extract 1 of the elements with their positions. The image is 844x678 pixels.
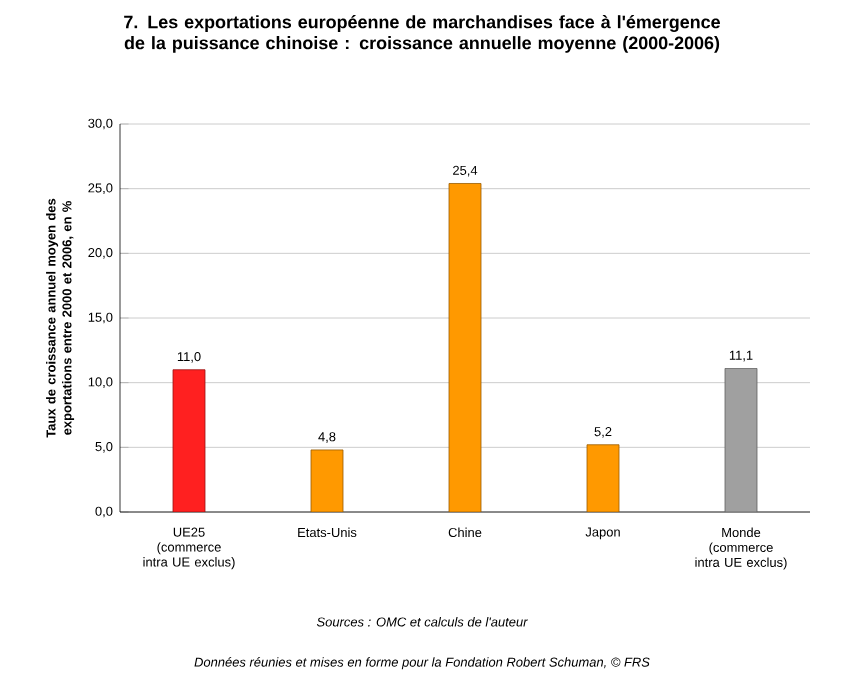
- chart-title: 7. Les exportations européenne de marchandises face à l'émergence de la puissance chinoise : croissance annuelle moyenne (2000-2006): [124, 15, 721, 53]
